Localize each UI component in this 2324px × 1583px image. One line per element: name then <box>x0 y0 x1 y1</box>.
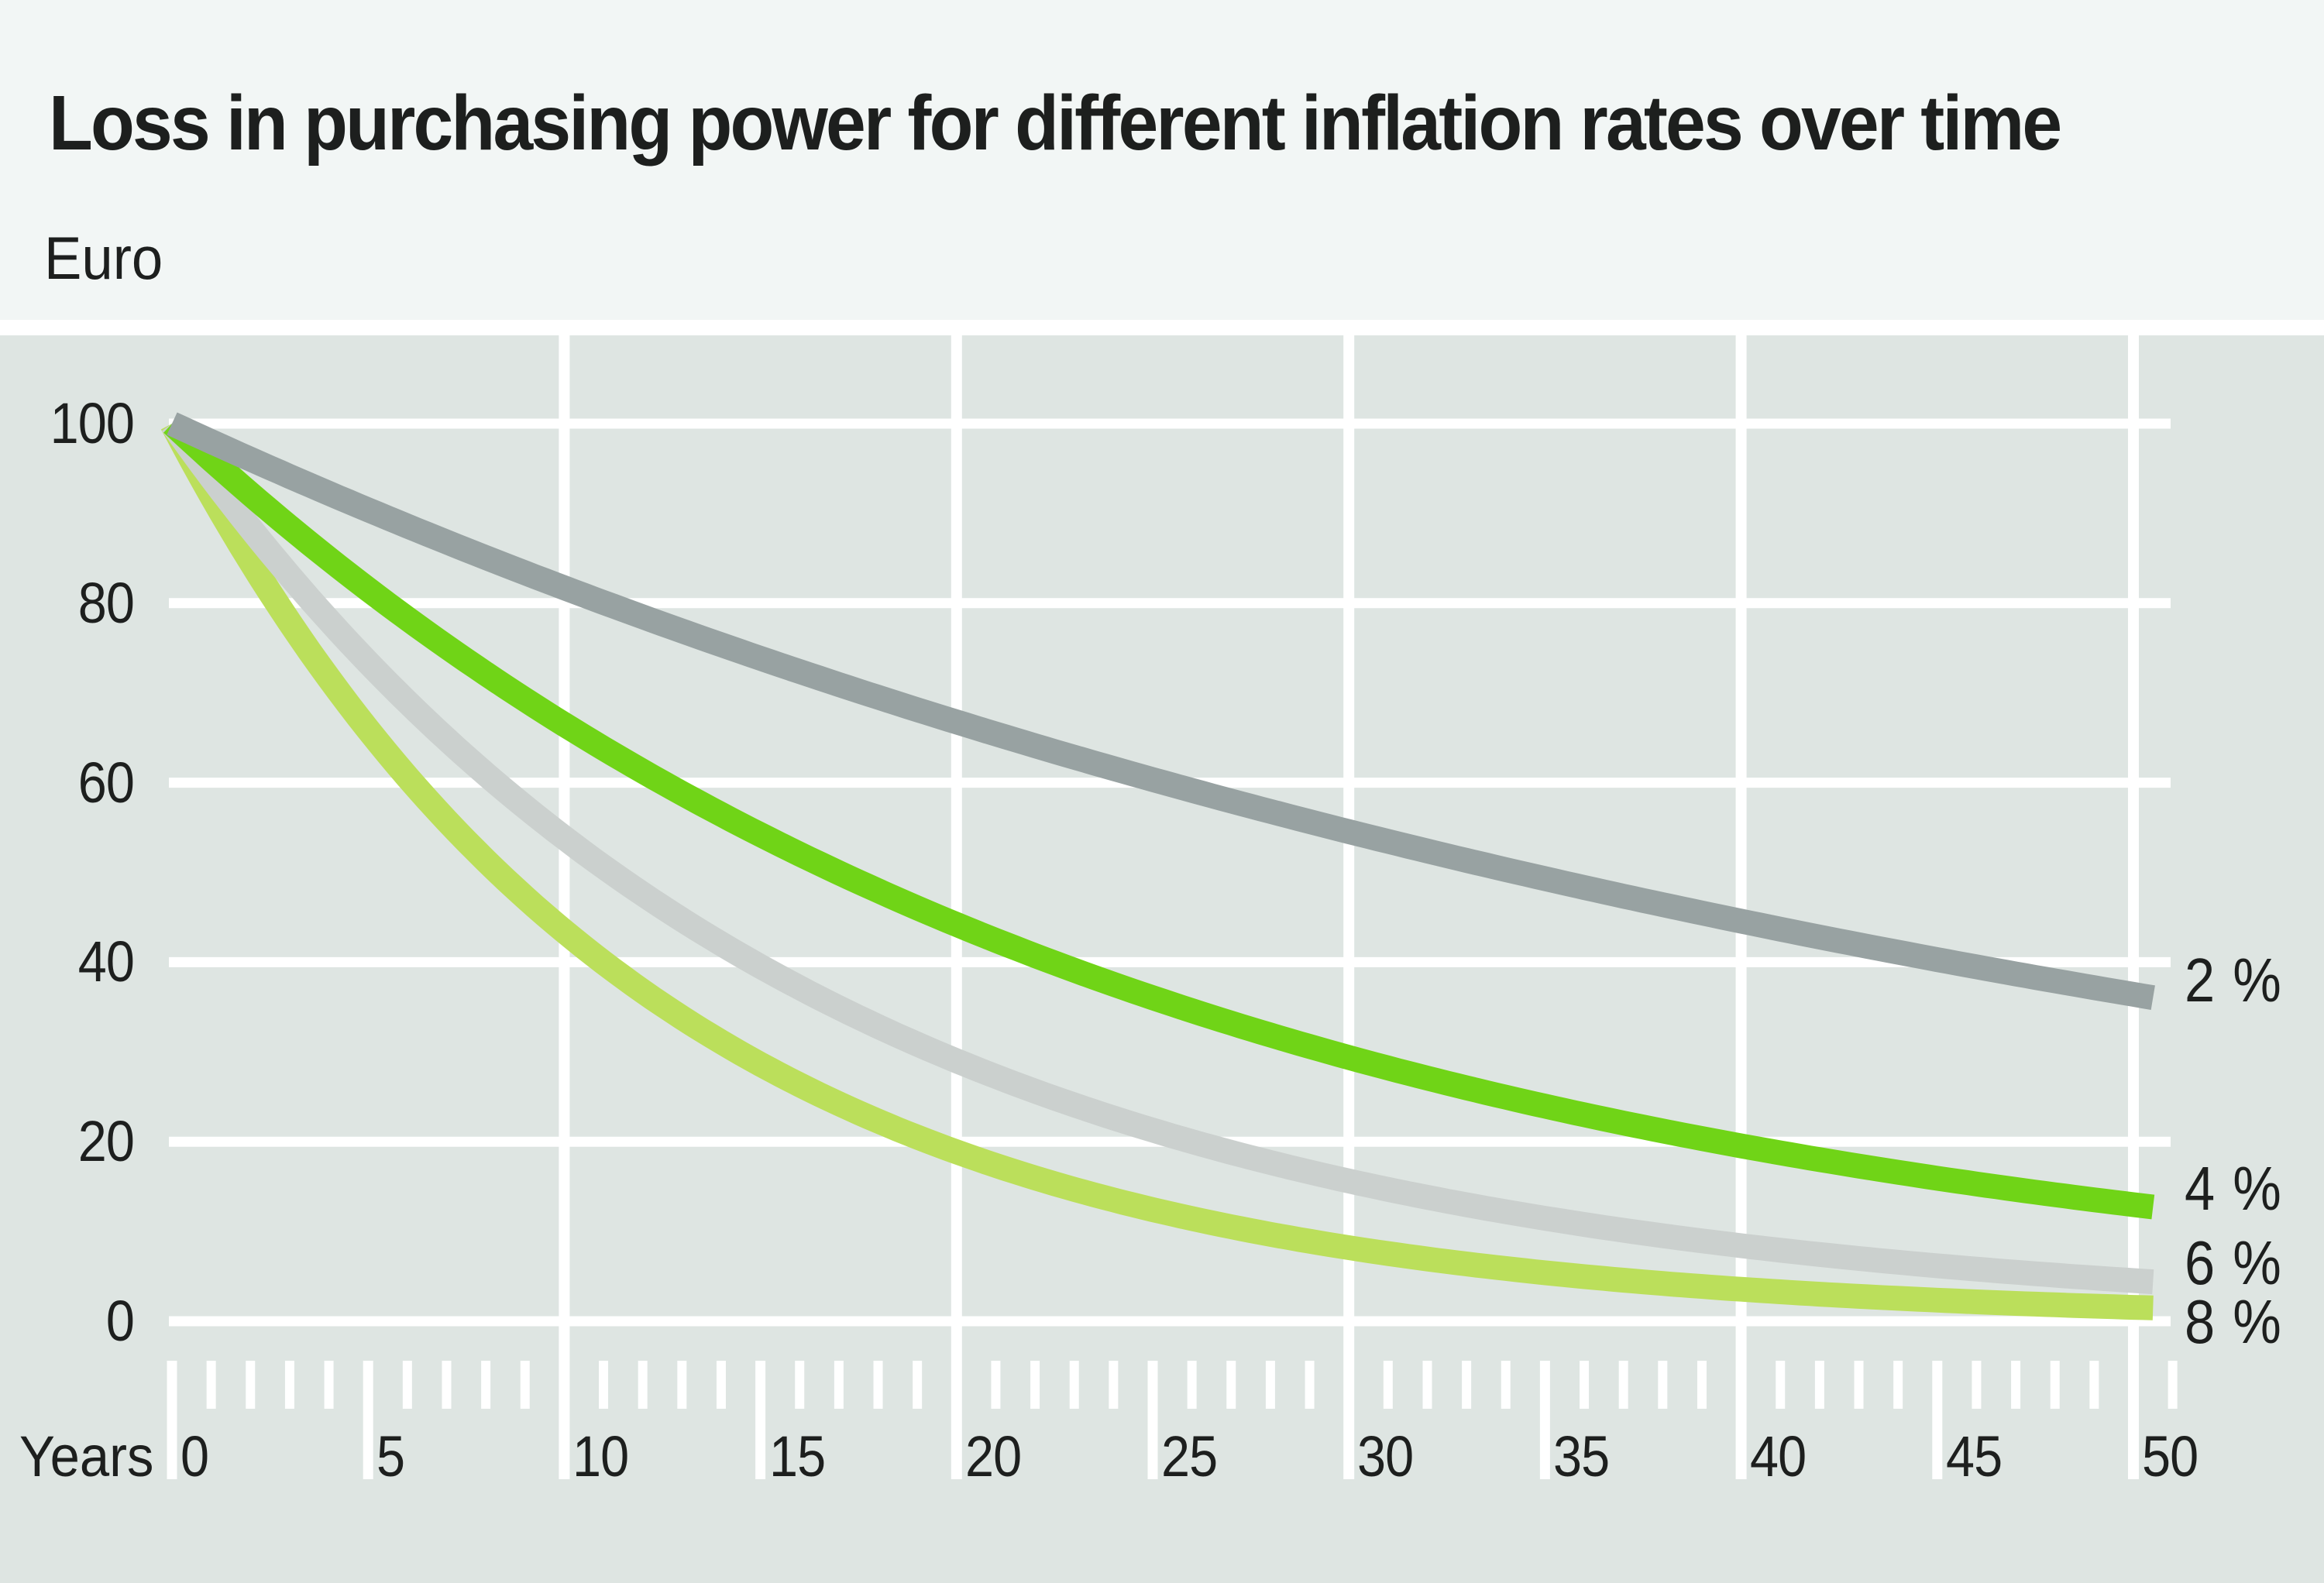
x-tick-label-year-25: 25 <box>1161 1424 1218 1489</box>
curve-label-8pct: 8 % <box>2185 1287 2283 1357</box>
x-tick-label-year-50: 50 <box>2142 1424 2199 1489</box>
separator-band <box>0 320 2324 335</box>
y-tick-label-40: 40 <box>77 929 135 994</box>
curve-6pct <box>161 416 2154 1295</box>
y-axis-unit-label: Euro <box>44 224 163 292</box>
curve-label-4pct: 4 % <box>2185 1154 2283 1224</box>
y-tick-label-100: 100 <box>50 391 135 455</box>
x-tick-label-year-45: 45 <box>1945 1424 2003 1489</box>
y-tick-label-0: 0 <box>105 1289 135 1353</box>
x-tick-label-year-10: 10 <box>572 1424 629 1489</box>
x-tick-label-year-35: 35 <box>1553 1424 1610 1489</box>
x-tick-label-year-15: 15 <box>768 1424 826 1489</box>
x-tick-label-year-5: 5 <box>376 1424 405 1489</box>
x-tick-label-year-0: 0 <box>180 1424 209 1489</box>
y-tick-label-20: 20 <box>77 1109 135 1174</box>
curve-label-2pct: 2 % <box>2185 945 2283 1015</box>
curve-2pct <box>167 412 2155 1010</box>
header-area: Loss in purchasing power for different i… <box>0 0 2324 320</box>
x-axis-title: Years <box>19 1424 154 1489</box>
y-tick-label-80: 80 <box>77 570 135 635</box>
x-tick-label-year-30: 30 <box>1357 1424 1414 1489</box>
x-tick-label-year-40: 40 <box>1749 1424 1807 1489</box>
x-tick-label-year-20: 20 <box>964 1424 1022 1489</box>
page-title: Loss in purchasing power for different i… <box>49 80 2062 167</box>
curve-4pct <box>163 414 2155 1220</box>
curve-label-6pct: 6 % <box>2185 1228 2283 1298</box>
y-tick-label-60: 60 <box>77 750 135 815</box>
curve-8pct <box>160 417 2154 1320</box>
